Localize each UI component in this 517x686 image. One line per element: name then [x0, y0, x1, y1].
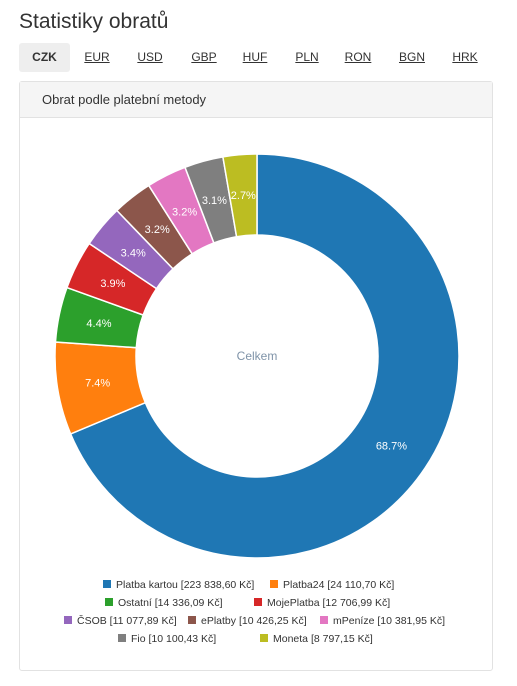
legend-label: Platba24 [24 110,70 Kč]	[283, 579, 395, 591]
tab-usd[interactable]: USD	[137, 50, 163, 64]
legend-item[interactable]: Platba kartou [223 838,60 Kč]	[103, 578, 254, 592]
slice-percent-label: 7.4%	[85, 377, 110, 389]
legend-item[interactable]: Fio [10 100,43 Kč]	[118, 632, 216, 646]
legend-swatch	[270, 580, 278, 589]
tab-eur[interactable]: EUR	[84, 50, 110, 64]
tab-hrk[interactable]: HRK	[452, 50, 478, 64]
legend-swatch	[188, 616, 196, 625]
tab-huf[interactable]: HUF	[242, 50, 268, 64]
legend-label: Platba kartou [223 838,60 Kč]	[116, 579, 255, 591]
legend-item[interactable]: mPeníze [10 381,95 Kč]	[320, 614, 445, 628]
tab-gbp[interactable]: GBP	[191, 50, 217, 64]
page-title: Statistiky obratů	[19, 10, 169, 33]
tab-bgn[interactable]: BGN	[398, 50, 425, 64]
legend-item[interactable]: MojePlatba [12 706,99 Kč]	[254, 596, 390, 610]
panel-header: Obrat podle platební metody	[20, 82, 492, 118]
slice-percent-label: 4.4%	[86, 318, 111, 330]
legend-swatch	[64, 616, 72, 625]
tab-ron[interactable]: RON	[344, 50, 372, 64]
legend-label: mPeníze [10 381,95 Kč]	[333, 615, 446, 627]
legend-item[interactable]: ČSOB [11 077,89 Kč]	[64, 614, 177, 628]
legend-label: Moneta [8 797,15 Kč]	[273, 633, 373, 645]
donut-slice-9[interactable]	[222, 153, 258, 238]
legend-label: Fio [10 100,43 Kč]	[131, 633, 217, 645]
slice-percent-label: 3.4%	[121, 247, 146, 259]
slice-percent-label: 3.2%	[145, 224, 170, 236]
tab-pln[interactable]: PLN	[295, 50, 319, 64]
currency-tabs: CZK EUR USD GBP HUF PLN RON BGN HRK	[19, 43, 497, 72]
legend-swatch	[118, 634, 126, 643]
legend-item[interactable]: Ostatní [14 336,09 Kč]	[105, 596, 222, 610]
legend-swatch	[254, 598, 262, 607]
legend-swatch	[105, 598, 113, 607]
legend-swatch	[320, 616, 328, 625]
legend-swatch	[103, 580, 111, 589]
legend-label: Ostatní [14 336,09 Kč]	[118, 597, 223, 609]
slice-percent-label: 3.9%	[100, 278, 125, 290]
tab-czk[interactable]: CZK	[19, 43, 70, 72]
donut-center-label: Celkem	[237, 349, 278, 363]
slice-percent-label: 2.7%	[231, 190, 256, 202]
donut-slice-1[interactable]	[69, 153, 460, 559]
legend-item[interactable]: Platba24 [24 110,70 Kč]	[270, 578, 394, 592]
legend-item[interactable]: ePlatby [10 426,25 Kč]	[188, 614, 307, 628]
legend-label: ČSOB [11 077,89 Kč]	[77, 615, 177, 627]
legend-label: MojePlatba [12 706,99 Kč]	[267, 597, 391, 609]
legend-swatch	[260, 634, 268, 643]
panel-title: Obrat podle platební metody	[42, 92, 207, 107]
legend-label: ePlatby [10 426,25 Kč]	[201, 615, 307, 627]
slice-percent-label: 3.2%	[172, 207, 197, 219]
legend-item[interactable]: Moneta [8 797,15 Kč]	[260, 632, 373, 646]
slice-percent-label: 68.7%	[376, 441, 407, 453]
slice-percent-label: 3.1%	[202, 195, 227, 207]
